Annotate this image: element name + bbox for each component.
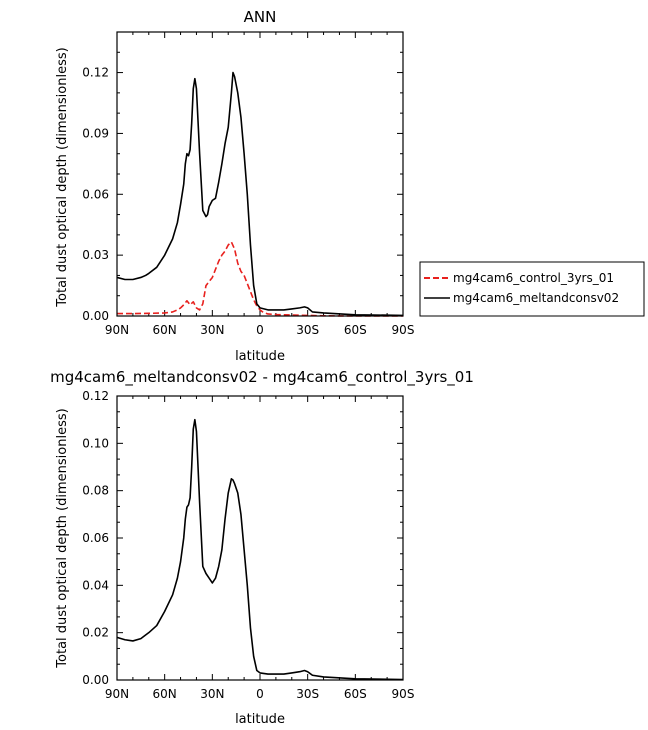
bottom-x-tick-label: 0: [256, 687, 264, 701]
top-chart-series: [116, 71, 404, 317]
bottom-y-tick-label: 0.02: [82, 626, 109, 640]
legend-label-meltandconsv: mg4cam6_meltandconsv02: [453, 291, 619, 305]
top-chart-ylabel: Total dust optical depth (dimensionless): [55, 47, 70, 307]
bottom-x-tick-label: 90S: [392, 687, 415, 701]
bottom-chart-ylabel: Total dust optical depth (dimensionless): [55, 408, 70, 668]
bottom-y-tick-label: 0.06: [82, 531, 109, 545]
top-y-tick-label: 0.06: [82, 187, 109, 201]
bottom-x-tick-label: 90N: [105, 687, 129, 701]
top-x-tick-label: 60S: [344, 323, 367, 337]
bottom-y-tick-label: 0.08: [82, 484, 109, 498]
bottom-chart-ticks: 90N 60N 30N 0 30S 60S 90S 0.00 0.02 0.04 0.06 0.08 0…: [82, 389, 414, 701]
bottom-y-tick-label: 0.00: [82, 673, 109, 687]
bottom-x-tick-label: 30N: [200, 687, 224, 701]
bottom-x-tick-label: 30S: [296, 687, 319, 701]
top-chart-frame: [116, 31, 404, 317]
top-x-tick-label: 0: [256, 323, 264, 337]
top-x-tick-label: 90S: [392, 323, 415, 337]
bottom-chart-xlabel: latitude: [235, 712, 285, 727]
top-y-tick-label: 0.12: [82, 66, 109, 80]
bottom-chart-panel: mg4cam6_meltandconsv02 - mg4cam6_control…: [50, 368, 474, 727]
bottom-series-line-0: [116, 418, 404, 681]
top-y-tick-label: 0.09: [82, 126, 109, 140]
bottom-chart-frame: [116, 395, 404, 681]
bottom-y-tick-label: 0.04: [82, 578, 109, 592]
top-x-tick-label: 30S: [296, 323, 319, 337]
top-chart-panel: ANN Total dust optical depth (dimensionl…: [55, 8, 414, 364]
bottom-chart-series: [116, 418, 404, 681]
top-x-tick-label: 30N: [200, 323, 224, 337]
top-chart-xlabel: latitude: [235, 349, 285, 364]
top-x-tick-label: 90N: [105, 323, 129, 337]
top-chart-title: ANN: [244, 8, 277, 26]
bottom-y-tick-label: 0.10: [82, 436, 109, 450]
top-y-tick-label: 0.03: [82, 248, 109, 262]
bottom-chart-title: mg4cam6_meltandconsv02 - mg4cam6_control…: [50, 368, 474, 387]
legend-box: [419, 261, 645, 317]
legend-label-control: mg4cam6_control_3yrs_01: [453, 271, 614, 285]
top-series-line-1: [116, 71, 404, 317]
bottom-x-tick-label: 60N: [153, 687, 177, 701]
top-series-line-0: [117, 241, 403, 317]
bottom-y-tick-label: 0.12: [82, 389, 109, 403]
bottom-x-tick-label: 60S: [344, 687, 367, 701]
top-x-tick-label: 60N: [153, 323, 177, 337]
legend: mg4cam6_control_3yrs_01 mg4cam6_meltandc…: [419, 261, 645, 317]
top-y-tick-label: 0.00: [82, 309, 109, 323]
top-chart-ticks: 90N 60N 30N 0 30S 60S 90S 0.00 0.03 0.06 0.09 0.12: [82, 31, 415, 337]
